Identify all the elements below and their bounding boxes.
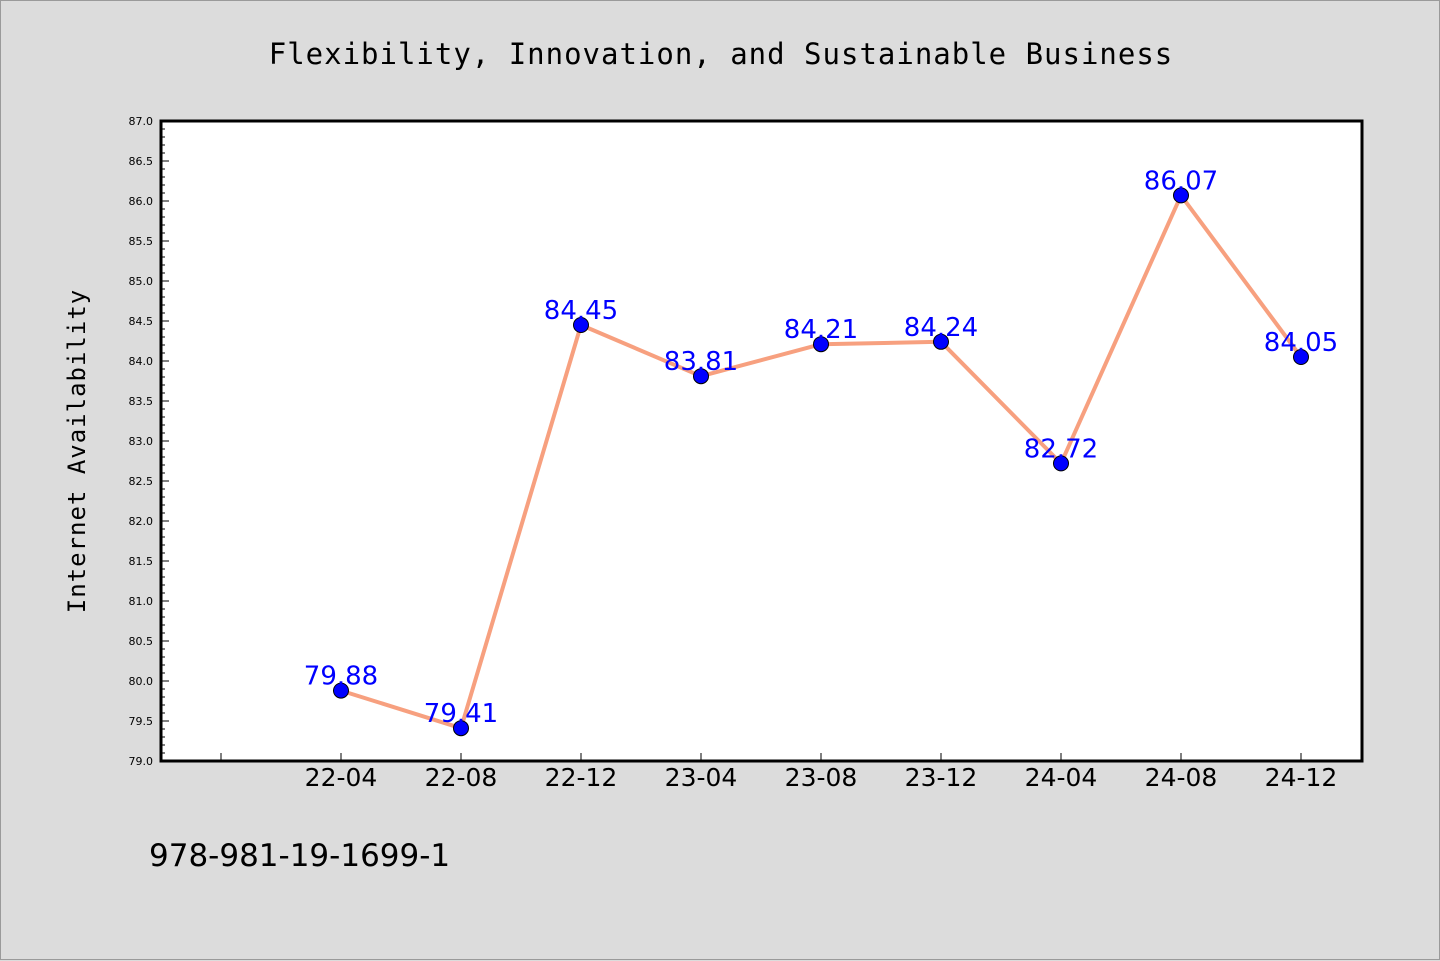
x-tick-label: 22-08 — [425, 763, 498, 792]
y-tick-label: 83.5 — [129, 395, 154, 408]
y-tick-label: 85.5 — [129, 235, 154, 248]
y-tick-label: 83.0 — [129, 435, 154, 448]
x-tick-label: 22-04 — [305, 763, 378, 792]
y-tick-label: 86.5 — [129, 155, 154, 168]
series-line-group — [333, 187, 1309, 737]
y-tick-label: 82.5 — [129, 475, 154, 488]
footer-isbn: 978-981-19-1699-1 — [149, 838, 450, 874]
y-tick-label: 79.0 — [129, 755, 154, 768]
y-tick-label: 82.0 — [129, 515, 154, 528]
data-label: 79.41 — [424, 699, 498, 729]
y-tick-label: 79.5 — [129, 715, 154, 728]
data-label: 84.45 — [544, 296, 618, 326]
y-tick-label: 81.5 — [129, 555, 154, 568]
data-label-group: 79.88 79.41 84.45 83.81 84.21 84.24 82.72 86.07… — [304, 166, 1338, 729]
x-tick-label: 24-04 — [1025, 763, 1098, 792]
data-point-marker — [573, 317, 589, 333]
data-point-marker — [1053, 455, 1069, 472]
data-label: 82.72 — [1024, 434, 1098, 464]
data-point-marker — [1173, 187, 1189, 204]
y-tick-label: 85.0 — [129, 275, 154, 288]
x-tick-label: 24-12 — [1265, 763, 1338, 792]
y-tick-label: 81.0 — [129, 595, 154, 608]
y-tick-label: 84.5 — [129, 315, 154, 328]
y-tick-label: 84.0 — [129, 355, 154, 368]
x-tick-label: 22-12 — [545, 763, 618, 792]
data-point-marker — [693, 368, 709, 385]
x-tick-label: 23-04 — [665, 763, 738, 792]
data-point-marker — [1293, 349, 1309, 365]
data-point-marker — [453, 720, 469, 737]
y-tick-label: 87.0 — [129, 115, 154, 128]
data-label: 84.21 — [784, 315, 858, 345]
chart-title: Flexibility, Innovation, and Sustainable… — [269, 37, 1174, 71]
plot-area — [159, 119, 1364, 763]
data-point-marker — [933, 333, 949, 350]
y-tick-label: 80.0 — [129, 675, 154, 688]
x-tick-label: 24-08 — [1145, 763, 1218, 792]
x-tick-label: 23-12 — [905, 763, 978, 792]
data-point-marker — [813, 336, 829, 353]
y-axis-label: Internet Availability — [63, 289, 91, 613]
data-label: 79.88 — [304, 662, 378, 692]
data-label: 84.05 — [1264, 328, 1338, 358]
y-axis: 79.0 79.5 80.0 80.5 81.0 81.5 82.0 82.5 83.0 83.5… — [129, 115, 169, 768]
y-tick-label: 80.5 — [129, 635, 154, 648]
x-tick-label: 23-08 — [785, 763, 858, 792]
data-label: 84.24 — [904, 313, 978, 343]
data-label: 86.07 — [1144, 166, 1218, 196]
data-point-marker — [333, 682, 349, 699]
y-tick-label: 86.0 — [129, 195, 154, 208]
data-label: 83.81 — [664, 347, 738, 377]
x-axis: 22-04 22-08 22-12 23-04 23-08 23-12 24-04 24-08… — [220, 753, 1338, 792]
